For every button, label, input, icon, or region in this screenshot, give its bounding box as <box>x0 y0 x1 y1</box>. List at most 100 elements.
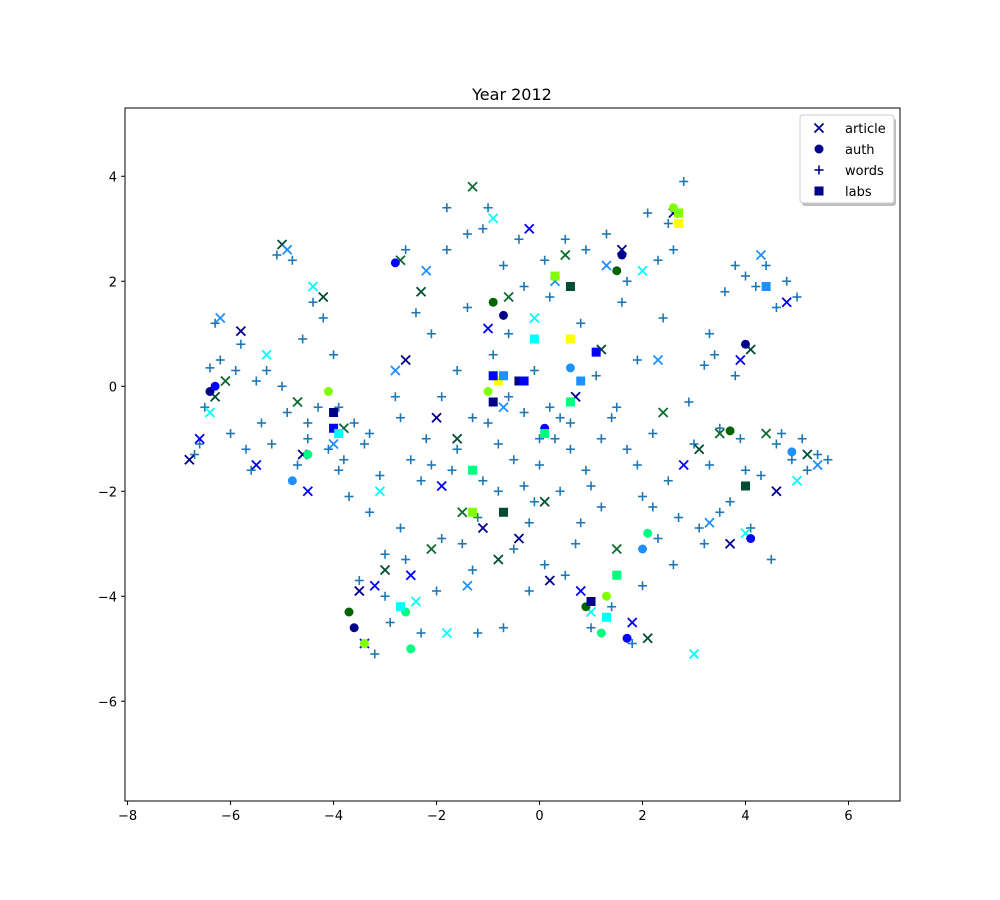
auth-point <box>498 310 508 320</box>
auth-point <box>349 623 359 633</box>
article-point <box>513 533 525 544</box>
words-point <box>359 439 369 449</box>
words-point <box>509 544 519 554</box>
legend: article auth words labs <box>799 114 896 206</box>
words-point <box>792 292 802 302</box>
words-point <box>190 450 200 459</box>
words-point <box>329 350 339 360</box>
words-point <box>411 308 421 318</box>
words-point <box>380 549 390 559</box>
words-point <box>540 560 550 570</box>
words-point <box>483 418 493 428</box>
article-point <box>601 260 612 271</box>
article-point <box>498 402 509 413</box>
auth-point <box>287 476 297 486</box>
auth-point <box>638 544 648 554</box>
words-point <box>571 539 581 549</box>
words-point <box>632 355 642 365</box>
auth-point <box>565 363 575 373</box>
words-point <box>524 586 534 596</box>
article-point <box>694 444 705 455</box>
article-point <box>657 407 669 418</box>
plot-area-frame <box>124 107 901 802</box>
x-tick-label: 0 <box>535 809 543 824</box>
labs-point <box>468 507 478 517</box>
labs-point <box>674 219 684 228</box>
words-point <box>308 297 318 307</box>
words-point <box>715 507 725 517</box>
words-point <box>735 434 745 444</box>
words-point <box>658 313 668 323</box>
words-point <box>638 492 648 501</box>
article-point <box>477 522 489 534</box>
words-point <box>720 287 730 297</box>
article-point <box>452 433 463 444</box>
words-point <box>390 392 400 402</box>
words-point <box>195 439 205 449</box>
words-point <box>473 513 483 522</box>
words-point <box>684 397 694 407</box>
article-point <box>802 449 813 460</box>
words-point <box>627 639 637 648</box>
article-point <box>184 454 195 465</box>
auth-point <box>406 644 416 654</box>
words-point <box>679 177 689 186</box>
words-point <box>777 429 787 438</box>
labs-point <box>468 465 478 475</box>
words-point <box>617 297 627 307</box>
article-point <box>374 486 386 497</box>
series-auth <box>205 203 797 654</box>
article-point <box>410 596 422 607</box>
labs-point <box>612 570 622 580</box>
article-point <box>735 354 746 366</box>
article-point <box>714 428 725 439</box>
words-point <box>231 366 241 375</box>
article-point <box>791 475 803 486</box>
words-point <box>668 245 678 255</box>
x-tick-label: −4 <box>324 809 343 824</box>
article-point <box>688 648 700 660</box>
words-point <box>560 570 570 580</box>
labs-point <box>395 602 405 612</box>
words-point <box>478 224 488 234</box>
article-point <box>760 428 772 439</box>
words-point <box>689 439 699 449</box>
words-point <box>339 455 349 465</box>
words-point <box>395 523 405 533</box>
words-point <box>710 350 720 360</box>
words-point <box>493 439 503 449</box>
words-point <box>262 366 272 375</box>
auth-point <box>643 528 653 538</box>
article-point <box>539 496 550 507</box>
words-point <box>323 444 333 454</box>
words-point <box>730 261 740 270</box>
labs-point <box>576 376 586 386</box>
article-point <box>354 585 365 597</box>
article-point <box>488 213 499 224</box>
y-tick-label: −6 <box>98 695 117 710</box>
auth-point <box>617 250 627 260</box>
words-point <box>447 465 457 475</box>
article-point <box>220 375 231 387</box>
auth-point <box>601 591 611 601</box>
words-point <box>416 628 426 638</box>
words-point <box>529 366 539 375</box>
article-point <box>441 627 452 639</box>
article-point <box>529 312 540 324</box>
chart-title: Year 2012 <box>471 85 552 104</box>
words-point <box>524 518 534 528</box>
words-point <box>416 476 426 486</box>
words-point <box>632 460 642 470</box>
words-point <box>576 318 586 328</box>
article-point <box>503 291 514 303</box>
words-point <box>395 413 405 423</box>
words-point <box>251 376 261 386</box>
words-point <box>442 245 452 255</box>
article-point <box>261 349 272 360</box>
legend-label-article: article <box>845 122 886 137</box>
article-point <box>462 580 473 591</box>
words-point <box>462 229 472 239</box>
words-point <box>473 628 483 638</box>
article-point <box>524 223 535 234</box>
words-point <box>349 418 359 428</box>
